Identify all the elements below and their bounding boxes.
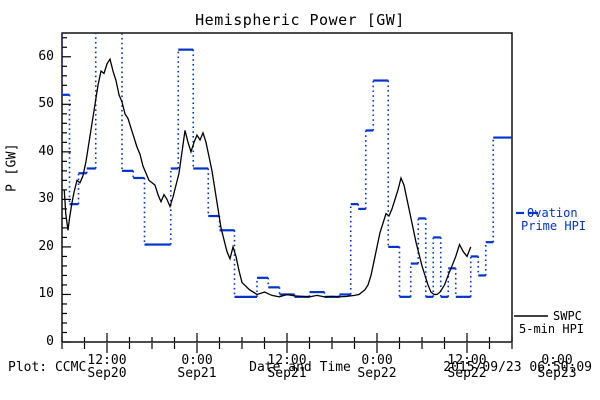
y-tick-label: 60	[38, 48, 54, 64]
x-axis-label: Date and Time	[249, 360, 351, 375]
legend-label-ovation-line1: Ovation	[527, 206, 578, 220]
page-title: Hemispheric Power [GW]	[195, 11, 405, 29]
legend-label-swpc-line2: 5-min HPI	[519, 322, 585, 336]
swpc-series	[63, 57, 472, 298]
x-tick-time: 0:00	[541, 353, 573, 368]
y-tick-label: 50	[38, 96, 54, 112]
ovation-series	[62, 33, 512, 298]
x-tick-date: Sep21	[177, 366, 217, 381]
x-tick-time: 0:00	[181, 353, 213, 368]
y-tick-label: 40	[38, 143, 54, 159]
legend-label-ovation-line2: Prime HPI	[521, 219, 587, 233]
x-tick-date: Sep23	[537, 366, 577, 381]
x-tick-date: Sep22	[357, 366, 397, 381]
x-tick-time: 12:00	[267, 353, 307, 368]
x-tick-time: 12:00	[447, 353, 487, 368]
x-tick-date: Sep21	[267, 366, 307, 381]
x-tick-date: Sep20	[87, 366, 127, 381]
y-tick-label: 10	[38, 286, 54, 302]
y-tick-label: 20	[38, 238, 54, 254]
plot-timestamp: 2015/09/23 06:50:09	[443, 360, 592, 375]
legend-label-swpc-line1: SWPC	[553, 309, 582, 323]
plot-credit: Plot: CCMC	[8, 360, 87, 375]
y-tick-label: 0	[46, 334, 54, 349]
x-tick-time: 12:00	[87, 353, 127, 368]
x-tick-date: Sep22	[447, 366, 487, 381]
plot-frame	[61, 32, 513, 343]
y-tick-label: 30	[38, 191, 54, 207]
x-tick-time: 0:00	[361, 353, 393, 368]
